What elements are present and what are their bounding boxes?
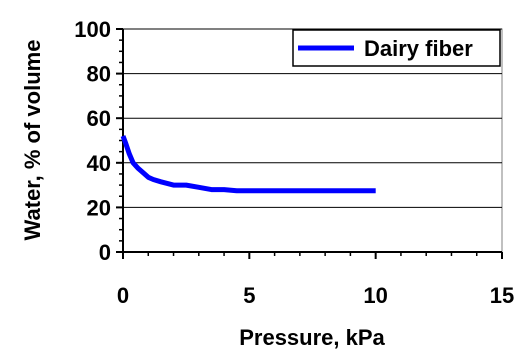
axes: 0 20 40 60 80 100 0 5 10 15 [74, 17, 514, 308]
y-tick-label-20: 20 [87, 195, 111, 220]
legend-label-dairy-fiber: Dairy fiber [364, 36, 473, 61]
x-axis-title: Pressure, kPa [239, 325, 385, 350]
y-tick-label-80: 80 [87, 62, 111, 87]
y-tick-label-60: 60 [87, 106, 111, 131]
x-tick-label-0: 0 [117, 283, 129, 308]
legend-box [292, 29, 501, 67]
y-axis-title: Water, % of volume [20, 40, 45, 241]
y-tick-label-100: 100 [74, 17, 111, 42]
x-tick-label-5: 5 [243, 283, 255, 308]
x-tick-label-10: 10 [363, 283, 387, 308]
y-tick-label-0: 0 [99, 240, 111, 265]
grid-lines [123, 28, 502, 208]
series-group [120, 135, 376, 194]
legend: Dairy fiber [292, 29, 501, 67]
x-tick-label-15: 15 [490, 283, 514, 308]
series-line-dairy-fiber [120, 135, 376, 194]
y-tick-label-40: 40 [87, 151, 111, 176]
